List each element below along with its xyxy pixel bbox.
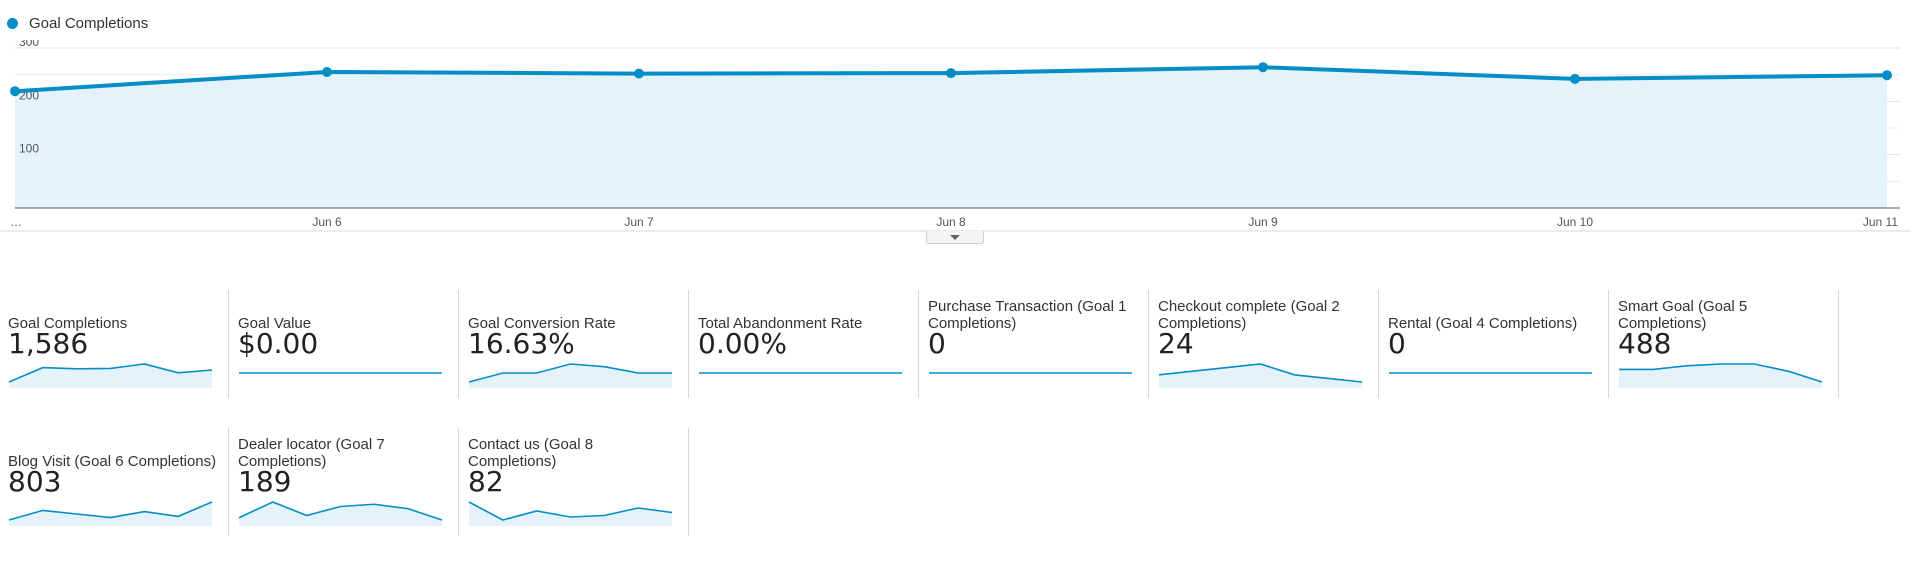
- sparkline-line: [468, 501, 673, 521]
- legend-label: Goal Completions: [29, 15, 149, 32]
- chart-legend: Goal Completions: [7, 15, 148, 32]
- scorecard-tile[interactable]: Goal Value $0.00: [230, 290, 459, 398]
- sparkline-area: [929, 373, 1132, 388]
- scorecard-label: Goal Value: [238, 315, 312, 332]
- sparkline-line: [1158, 363, 1363, 383]
- scorecard-label: Goal Conversion Rate: [468, 315, 616, 332]
- y-tick-label: 100: [19, 142, 39, 156]
- sparkline-area: [1619, 364, 1822, 388]
- sparkline-line: [8, 363, 213, 383]
- data-point[interactable]: [1882, 70, 1892, 81]
- scorecard-tile[interactable]: Total Abandonment Rate 0.00%: [690, 290, 919, 398]
- data-point[interactable]: [322, 67, 332, 77]
- sparkline-line: [8, 501, 213, 521]
- scorecard-label: Rental (Goal 4 Completions): [1388, 315, 1578, 332]
- chevron-down-icon: [950, 234, 960, 240]
- scorecard-tile[interactable]: Blog Visit (Goal 6 Completions) 803: [0, 428, 229, 536]
- sparkline: [8, 501, 213, 526]
- scorecard-label: Purchase Transaction (Goal 1 Completions…: [928, 298, 1127, 332]
- scorecard-value: $0.00: [238, 327, 319, 360]
- x-tick-label: Jun 8: [936, 215, 966, 229]
- sparkline-line: [468, 363, 672, 383]
- scorecard-label: Contact us (Goal 8 Completions): [468, 436, 594, 470]
- scorecard-value: 0: [1388, 327, 1406, 360]
- scorecard-label: Blog Visit (Goal 6 Completions): [8, 453, 217, 470]
- scorecard-value: 189: [238, 465, 292, 498]
- sparkline: [1158, 363, 1363, 388]
- scorecard-value: 803: [8, 465, 62, 498]
- scorecard-value: 0: [928, 327, 946, 360]
- scorecard-tile[interactable]: Dealer locator (Goal 7 Completions) 189: [230, 428, 459, 536]
- x-tick-label: Jun 6: [312, 215, 342, 229]
- sparkline-area: [469, 364, 672, 388]
- data-point[interactable]: [634, 68, 644, 79]
- sparkline: [699, 372, 902, 388]
- data-point[interactable]: [946, 68, 956, 79]
- sparkline-area: [699, 373, 902, 388]
- scorecard-value: 82: [468, 465, 504, 498]
- sparkline-line: [1619, 363, 1823, 383]
- scorecard-value: 0.00%: [698, 327, 787, 360]
- collapse-chart-toggle[interactable]: [926, 231, 984, 244]
- sparkline: [468, 363, 672, 388]
- sparkline-area: [9, 364, 212, 388]
- x-tick-label: Jun 10: [1557, 215, 1593, 229]
- scorecard-value: 16.63%: [468, 327, 575, 360]
- area-fill: [15, 67, 1887, 208]
- sparkline-area: [9, 502, 212, 526]
- sparkline-area: [239, 502, 442, 526]
- sparkline: [468, 501, 673, 526]
- y-tick-label: 300: [19, 40, 39, 49]
- sparkline-area: [239, 373, 442, 388]
- data-point[interactable]: [1570, 73, 1580, 84]
- scorecard-tile[interactable]: Goal Completions 1,586: [0, 290, 229, 398]
- sparkline-line: [238, 501, 443, 521]
- sparkline: [1389, 372, 1592, 388]
- scorecard-label: Goal Completions: [8, 315, 128, 332]
- scorecard-value: 488: [1618, 327, 1672, 360]
- scorecard-label: Total Abandonment Rate: [698, 315, 863, 332]
- scorecard-value: 24: [1158, 327, 1194, 360]
- scorecard-label: Checkout complete (Goal 2 Completions): [1158, 298, 1340, 332]
- x-tick-label: Jun 9: [1248, 215, 1278, 229]
- sparkline-area: [1159, 364, 1362, 388]
- data-point[interactable]: [1258, 62, 1268, 73]
- sparkline-area: [1389, 373, 1592, 388]
- legend-swatch: [7, 18, 18, 29]
- x-tick-label: Jun 11: [1863, 215, 1898, 229]
- scorecard-value: 1,586: [8, 327, 89, 360]
- sparkline: [239, 372, 442, 388]
- scorecard-tile[interactable]: Contact us (Goal 8 Completions) 82: [460, 428, 689, 536]
- scorecard-tile[interactable]: Checkout complete (Goal 2 Completions) 24: [1150, 290, 1379, 398]
- x-tick-label: …: [10, 215, 22, 229]
- sparkline: [1619, 363, 1823, 388]
- scorecard-tile[interactable]: Smart Goal (Goal 5 Completions) 488: [1610, 290, 1839, 398]
- scorecard-tile[interactable]: Goal Conversion Rate 16.63%: [460, 290, 689, 398]
- sparkline-area: [469, 502, 672, 526]
- x-tick-label: Jun 7: [624, 215, 654, 229]
- scorecard-tile[interactable]: Purchase Transaction (Goal 1 Completions…: [920, 290, 1149, 398]
- sparkline: [8, 363, 213, 388]
- sparkline: [929, 372, 1132, 388]
- data-point[interactable]: [10, 86, 20, 97]
- sparkline: [238, 501, 443, 526]
- scorecard-tile[interactable]: Rental (Goal 4 Completions) 0: [1380, 290, 1609, 398]
- scorecard-label: Dealer locator (Goal 7 Completions): [238, 436, 385, 470]
- scorecard-label: Smart Goal (Goal 5 Completions): [1618, 298, 1748, 332]
